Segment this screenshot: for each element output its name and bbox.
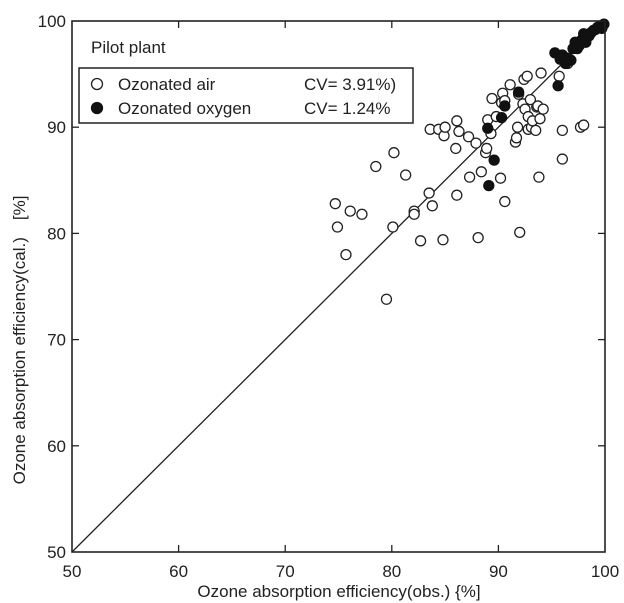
data-point-air [553, 70, 565, 82]
legend: Pilot plant Ozonated air CV= 3.91%) Ozon… [78, 38, 414, 124]
data-point-air [578, 119, 590, 131]
y-tick-label: 100 [38, 12, 66, 31]
data-point-air [453, 125, 465, 138]
x-axis-title: Ozone absorption efficiency(obs.) {%] [197, 582, 480, 601]
legend-box [78, 67, 414, 124]
plot-frame [71, 20, 606, 553]
y-axis-title: Ozone absorption efficiency(cal.) [%] [10, 196, 29, 485]
x-tick-label: 60 [169, 562, 188, 581]
legend-title: Pilot plant [91, 38, 166, 57]
data-point-air [470, 137, 482, 149]
data-point-air [414, 235, 427, 247]
data-point-air [499, 195, 511, 208]
legend-label-air: Ozonated air [118, 75, 216, 94]
y-tick-label: 80 [47, 224, 66, 243]
data-point-air [486, 92, 498, 105]
data-point-air [451, 115, 463, 127]
data-point-air [463, 171, 476, 183]
x-tick-label: 100 [591, 562, 619, 581]
y-tick-label: 50 [47, 543, 66, 562]
legend-label-oxygen: Ozonated oxygen [118, 99, 251, 118]
data-point-oxygen [565, 54, 577, 66]
legend-cv-oxygen: CV= 1.24% [304, 99, 390, 118]
data-point-air [388, 147, 400, 159]
data-point-air [475, 166, 487, 178]
data-point-air [530, 124, 542, 137]
data-point-air [511, 121, 524, 133]
y-tick-label: 70 [47, 331, 66, 350]
data-point-air [524, 93, 537, 106]
data-point-air [537, 103, 549, 115]
data-point-air [370, 160, 382, 173]
data-point-air [451, 189, 463, 201]
reference-line [71, 20, 606, 553]
data-point-air [423, 187, 435, 199]
data-point-air [533, 171, 545, 183]
data-point-air [472, 231, 484, 244]
data-point-air [331, 221, 344, 233]
data-point-oxygen [483, 179, 495, 192]
data-point-air [450, 142, 462, 155]
x-tick-label: 50 [63, 562, 82, 581]
data-point-air [400, 169, 412, 181]
data-point-air [462, 131, 475, 143]
data-point-air [504, 79, 516, 91]
data-point-air [556, 124, 569, 137]
series-ozonated-oxygen [482, 18, 610, 192]
data-point-oxygen [495, 111, 508, 124]
data-point-air [426, 200, 438, 212]
data-point-air [408, 208, 420, 220]
y-tick-label: 60 [47, 437, 66, 456]
x-tick-label: 80 [382, 562, 401, 581]
data-point-air [535, 67, 547, 79]
data-point-oxygen [513, 86, 525, 98]
data-point-air [437, 234, 449, 246]
data-point-oxygen [552, 80, 564, 92]
data-point-oxygen [488, 154, 500, 166]
data-point-air [556, 153, 569, 165]
data-point-air [481, 142, 493, 155]
data-point-air [329, 198, 341, 210]
data-point-air [340, 248, 352, 261]
legend-marker-air [90, 77, 104, 91]
legend-cv-air: CV= 3.91%) [304, 75, 396, 94]
x-tick-label: 90 [489, 562, 508, 581]
data-point-air [534, 113, 546, 125]
data-point-air [510, 132, 523, 144]
data-point-air [439, 121, 451, 133]
data-point-air [494, 172, 507, 184]
data-point-oxygen [499, 100, 511, 112]
data-point-oxygen [482, 122, 494, 134]
x-tick-label: 70 [276, 562, 295, 581]
y-tick-label: 90 [47, 118, 66, 137]
data-point-air [344, 205, 356, 217]
data-point-air [387, 221, 399, 233]
data-point-air [514, 226, 526, 238]
data-point-air [356, 208, 368, 220]
data-point-air [380, 293, 393, 305]
data-point-air [521, 70, 533, 82]
legend-marker-oxygen [90, 101, 104, 115]
